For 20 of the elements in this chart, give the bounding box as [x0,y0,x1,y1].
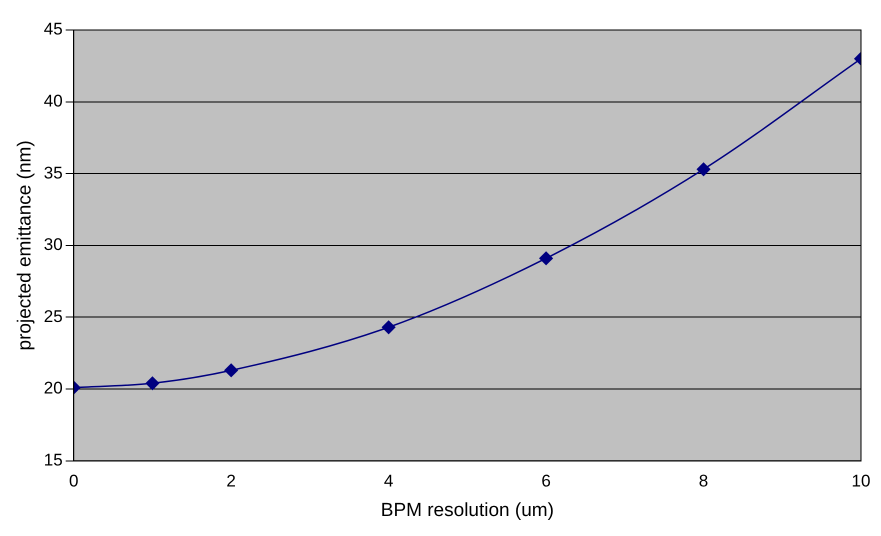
point [224,364,238,378]
x-tick-label: 4 [384,472,394,491]
x-tick-label: 6 [541,472,551,491]
y-tick-label: 40 [44,91,63,110]
x-tick-label: 0 [68,472,78,491]
x-tick-label: 2 [226,472,236,491]
y-tick-label: 45 [44,20,63,39]
y-tick-label: 35 [44,163,63,182]
x-axis-title: BPM resolution (um) [380,500,554,521]
point [146,376,160,390]
point [696,162,710,176]
y-tick-label: 15 [44,450,63,470]
point [539,252,553,266]
y-tick-label: 25 [44,306,63,326]
x-tick-label: 10 [852,472,870,491]
y-axis-title: projected emittance (nm) [14,140,36,350]
x-tick-label: 8 [698,472,708,491]
y-tick-label: 30 [44,235,63,254]
point [382,320,396,334]
y-tick-label: 20 [44,378,63,398]
